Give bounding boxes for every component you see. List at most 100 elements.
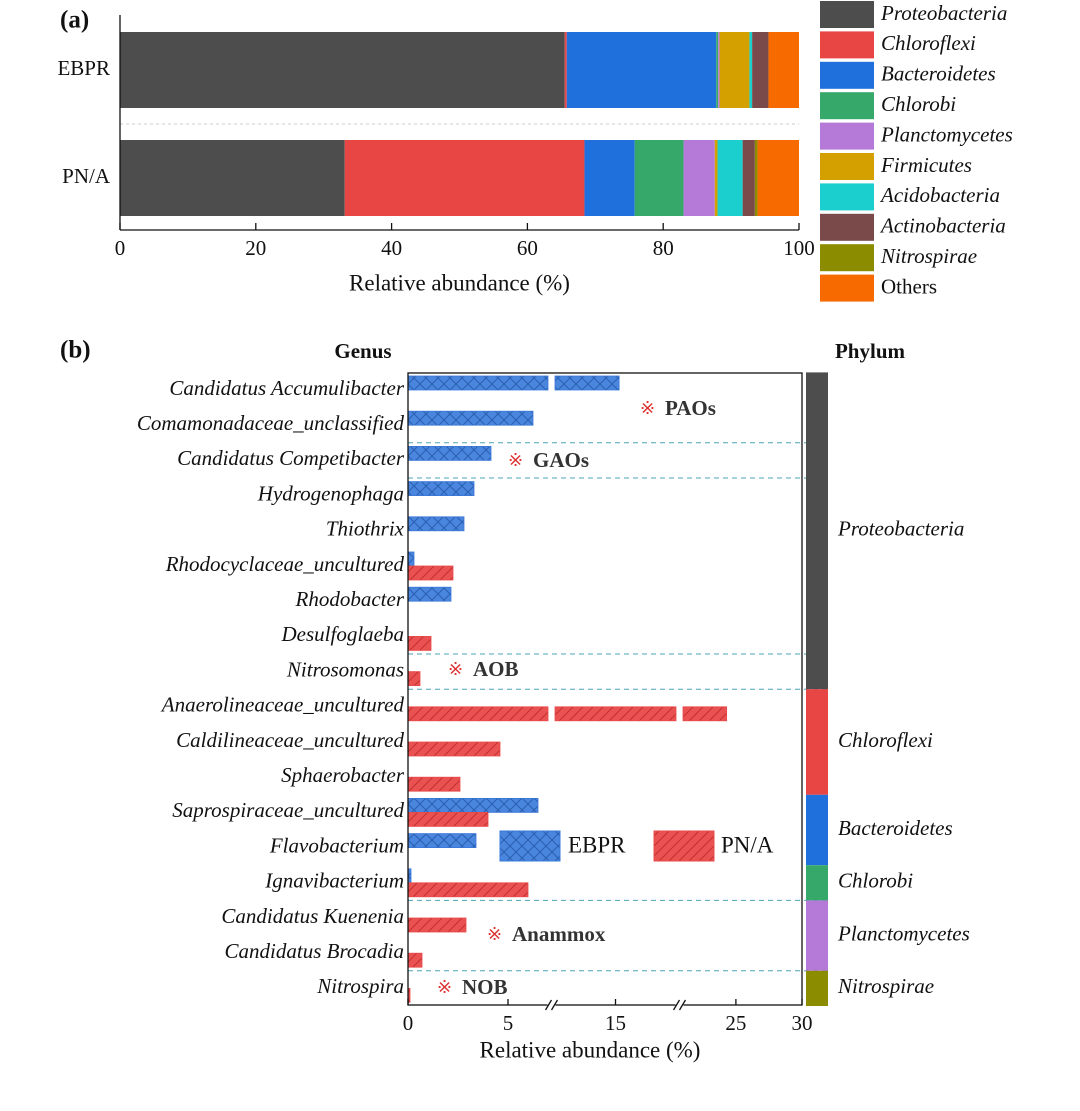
legend-swatch xyxy=(820,274,874,302)
y-tick-label: Sphaerobacter xyxy=(281,763,405,787)
axis-break-mark xyxy=(672,999,681,1011)
bar-segment xyxy=(752,32,769,108)
bar xyxy=(407,410,534,426)
x-tick-label: 25 xyxy=(725,1011,746,1035)
phylum-band xyxy=(806,689,828,795)
y-tick-label: Hydrogenophaga xyxy=(257,481,404,505)
legend-swatch xyxy=(820,244,874,272)
y-tick-label: Candidatus Competibacter xyxy=(177,446,405,470)
bar xyxy=(407,551,415,567)
y-tick-label: Candidatus Brocadia xyxy=(225,939,404,963)
plot-frame xyxy=(407,372,803,1006)
axis-break-mark xyxy=(544,999,553,1011)
legend-label: Actinobacteria xyxy=(879,214,1006,238)
y-tick-label: Saprospiraceae_uncultured xyxy=(172,798,404,822)
bar xyxy=(682,706,728,722)
phylum-band xyxy=(806,865,828,901)
bar-segment xyxy=(757,140,799,216)
y-tick-label: Candidatus Accumulibacter xyxy=(169,376,404,400)
bar xyxy=(407,741,501,757)
y-tick-label: Nitrosomonas xyxy=(286,657,404,681)
phylum-band xyxy=(806,372,828,690)
annotation-label: Anammox xyxy=(512,922,606,946)
y-tick-label: Flavobacterium xyxy=(269,833,404,857)
bar xyxy=(407,917,467,933)
bar xyxy=(407,445,492,461)
annotation-marker: ※ xyxy=(508,450,523,470)
y-tick-label: Rhodocyclaceae_uncultured xyxy=(165,552,405,576)
bar xyxy=(407,882,529,898)
phylum-header: Phylum xyxy=(835,339,906,363)
legend-label: Nitrospirae xyxy=(880,244,977,268)
annotation-label: NOB xyxy=(462,975,508,999)
legend-swatch xyxy=(820,183,874,211)
annotation-marker: ※ xyxy=(640,398,655,418)
x-tick-label: 100 xyxy=(783,236,815,260)
bar-segment xyxy=(634,140,684,216)
legend-swatch xyxy=(653,830,715,862)
bar xyxy=(407,586,452,602)
annotation-marker: ※ xyxy=(437,977,452,997)
bar-segment xyxy=(749,32,753,108)
y-tick-label: PN/A xyxy=(62,164,111,188)
legend-swatch xyxy=(820,61,874,89)
legend-swatch xyxy=(820,92,874,120)
bar xyxy=(407,833,477,848)
bar xyxy=(407,375,549,391)
y-tick-label: Desulfoglaeba xyxy=(281,622,404,646)
legend-swatch xyxy=(820,1,874,28)
panel-label: (b) xyxy=(60,337,91,364)
y-tick-label: Candidatus Kuenenia xyxy=(221,904,404,928)
phylum-band xyxy=(806,900,828,971)
legend-label: EBPR xyxy=(568,832,626,857)
bar-segment xyxy=(719,32,750,108)
x-tick-label: 30 xyxy=(792,1011,813,1035)
axis-break-mark xyxy=(550,999,559,1011)
bar-segment xyxy=(564,32,567,108)
bar-segment xyxy=(742,140,755,216)
bar xyxy=(407,481,475,497)
genus-header: Genus xyxy=(334,339,391,363)
y-tick-label: Ignavibacterium xyxy=(264,869,404,893)
bar-segment xyxy=(716,32,719,108)
phylum-label: Nitrospirae xyxy=(837,974,934,998)
phylum-label: Planctomycetes xyxy=(837,921,970,945)
y-tick-label: Comamonadaceae_unclassified xyxy=(137,411,405,435)
y-tick-label: Thiothrix xyxy=(326,517,405,541)
y-tick-label: Caldilineaceae_uncultured xyxy=(176,728,404,752)
bar xyxy=(554,706,677,722)
bar-segment xyxy=(566,32,717,108)
annotation-marker: ※ xyxy=(487,924,502,944)
legend-label: Chlorobi xyxy=(881,92,956,116)
bar xyxy=(407,798,539,813)
x-axis-title: Relative abundance (%) xyxy=(480,1037,701,1062)
phylum-label: Chlorobi xyxy=(838,869,913,893)
bar-segment xyxy=(584,140,635,216)
legend-label: Bacteroidetes xyxy=(881,62,996,86)
phylum-label: Proteobacteria xyxy=(837,517,964,541)
bar-segment xyxy=(754,140,758,216)
phylum-label: Chloroflexi xyxy=(838,728,933,752)
bar-segment xyxy=(344,140,585,216)
legend-swatch xyxy=(820,213,874,241)
panel-label: (a) xyxy=(60,7,89,34)
phylum-band xyxy=(806,794,828,866)
y-tick-label: EBPR xyxy=(57,56,110,80)
legend-label: PN/A xyxy=(721,832,774,857)
bar-segment xyxy=(718,32,720,108)
annotation-label: PAOs xyxy=(665,396,716,420)
axis-break-gap xyxy=(675,1002,684,1008)
bar xyxy=(407,516,465,532)
legend-swatch xyxy=(820,153,874,180)
legend-swatch xyxy=(820,31,874,59)
y-tick-label: Anaerolineaceae_uncultured xyxy=(160,693,405,717)
x-tick-label: 0 xyxy=(115,236,126,260)
bar xyxy=(407,565,454,581)
x-tick-label: 5 xyxy=(503,1011,514,1035)
annotation-label: AOB xyxy=(473,657,519,681)
legend-swatch xyxy=(820,122,874,150)
axis-break-mark xyxy=(678,999,687,1011)
x-tick-label: 60 xyxy=(517,236,538,260)
x-tick-label: 20 xyxy=(245,236,266,260)
